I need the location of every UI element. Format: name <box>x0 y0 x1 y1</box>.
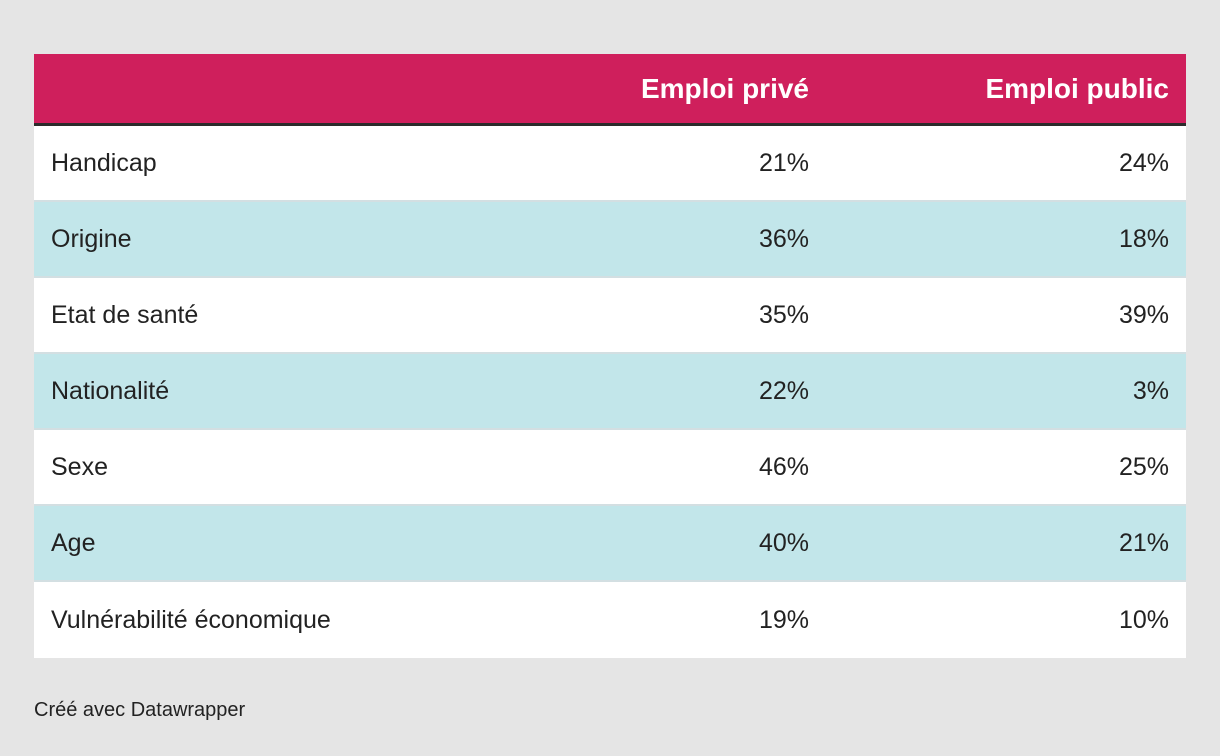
cell-emploi-public: 21% <box>1118 528 1169 557</box>
header-emploi-public: Emploi public <box>985 72 1169 104</box>
row-label: Sexe <box>51 452 108 481</box>
row-label: Nationalité <box>51 376 170 405</box>
row-label: Handicap <box>51 148 157 177</box>
table-row: Age 40% 21% <box>34 506 1186 582</box>
row-label: Origine <box>51 224 132 253</box>
cell-emploi-prive: 21% <box>758 148 809 177</box>
row-label: Vulnérabilité économique <box>51 605 331 634</box>
table-row: Etat de santé 35% 39% <box>34 278 1186 354</box>
cell-emploi-public: 24% <box>1118 148 1169 177</box>
table-row: Vulnérabilité économique 19% 10% <box>34 582 1186 658</box>
table-header: Emploi privé Emploi public <box>34 54 1186 126</box>
cell-emploi-prive: 35% <box>758 300 809 329</box>
cell-emploi-prive: 19% <box>758 605 809 634</box>
table-body: Handicap 21% 24% Origine 36% 18% Etat de santé… <box>34 126 1186 658</box>
row-label: Etat de santé <box>51 300 199 329</box>
cell-emploi-prive: 36% <box>758 224 809 253</box>
cell-emploi-public: 10% <box>1118 605 1169 634</box>
cell-emploi-prive: 46% <box>758 452 809 481</box>
cell-emploi-prive: 22% <box>758 376 809 405</box>
data-table: Emploi privé Emploi public Handicap 21% 24… <box>34 54 1186 658</box>
table-row: Handicap 21% 24% <box>34 126 1186 202</box>
cell-emploi-public: 25% <box>1118 452 1169 481</box>
header-emploi-prive: Emploi privé <box>640 72 809 104</box>
table-row: Nationalité 22% 3% <box>34 354 1186 430</box>
footer-credit: Créé avec Datawrapper <box>34 699 246 721</box>
cell-emploi-public: 18% <box>1118 224 1169 253</box>
table-row: Origine 36% 18% <box>34 202 1186 278</box>
table-row: Sexe 46% 25% <box>34 430 1186 506</box>
row-label: Age <box>51 528 96 557</box>
cell-emploi-public: 39% <box>1118 300 1169 329</box>
cell-emploi-prive: 40% <box>758 528 809 557</box>
cell-emploi-public: 3% <box>1132 376 1169 405</box>
